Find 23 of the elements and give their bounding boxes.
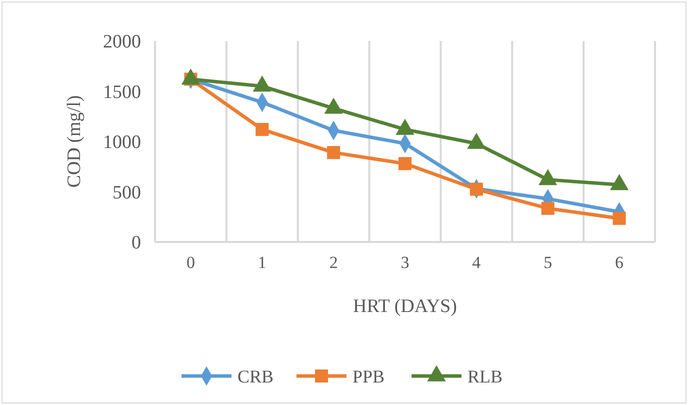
x-axis-title: HRT (DAYS) [353,296,457,317]
point [470,182,483,196]
x-tick-label: 4 [472,253,482,272]
x-tick-label: 2 [329,253,338,272]
y-axis-title: COD (mg/l) [64,95,85,188]
point [612,212,626,225]
legend-label: CRB [238,366,274,386]
y-tick-label: 2000 [103,32,141,53]
y-tick-label: 500 [112,182,141,204]
x-tick-label: 6 [615,253,624,272]
y-tick-label: 0 [132,232,141,254]
y-tick-label: 1000 [103,132,141,154]
y-tick-label: 1500 [103,82,141,103]
legend-label: PPB [352,366,385,386]
x-tick-label: 5 [544,253,552,272]
x-tick-label: 1 [258,253,266,272]
legend-label: RLB [468,366,503,386]
point [541,202,554,215]
point [327,146,340,160]
x-tick-label: 3 [400,253,410,272]
x-tick-label: 0 [186,253,195,272]
point [256,122,269,136]
point [398,157,412,170]
